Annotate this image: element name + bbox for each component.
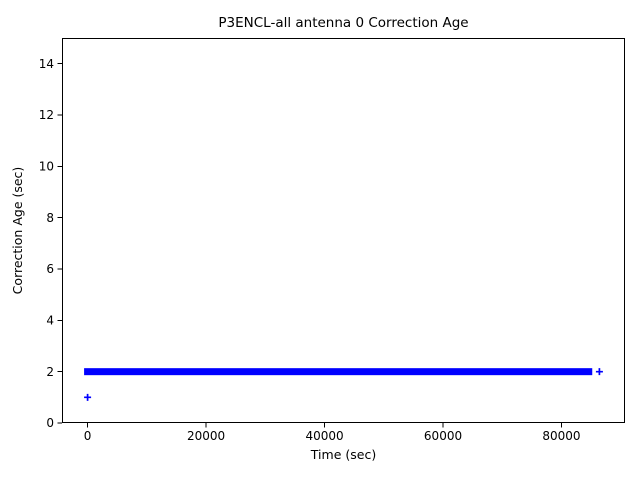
y-tick-label: 4: [46, 314, 54, 328]
y-tick-label: 8: [46, 211, 54, 225]
x-tick-label: 0: [84, 429, 92, 443]
chart-title: P3ENCL-all antenna 0 Correction Age: [218, 15, 468, 31]
y-tick-label: 6: [46, 262, 54, 276]
scatter-dense-band: [84, 368, 593, 376]
plot-frame: [62, 38, 625, 423]
y-axis-ticks: 0 2 4 6 8 10 12 14: [39, 57, 62, 430]
x-tick-label: 80000: [542, 429, 580, 443]
scatter-plus-marker: [595, 368, 603, 376]
y-tick-label: 12: [39, 108, 54, 122]
y-tick-label: 0: [46, 416, 54, 430]
x-axis-ticks: 0 20000 40000 60000 80000: [84, 423, 581, 443]
x-tick-label: 20000: [187, 429, 225, 443]
x-axis-label: Time (sec): [310, 447, 376, 462]
y-tick-label: 14: [39, 57, 54, 71]
data-series-layer: [84, 368, 603, 401]
y-axis-label: Correction Age (sec): [10, 167, 25, 295]
scatter-plus-marker: [84, 393, 92, 401]
y-tick-label: 10: [39, 160, 54, 174]
x-tick-label: 40000: [305, 429, 343, 443]
x-tick-label: 60000: [424, 429, 462, 443]
y-tick-label: 2: [46, 365, 54, 379]
